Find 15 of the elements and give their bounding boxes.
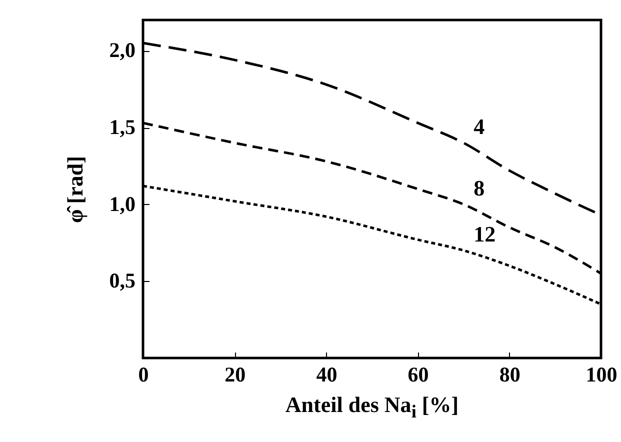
y-tick-label: 0,5 bbox=[109, 268, 136, 293]
x-tick-label: 60 bbox=[408, 362, 429, 386]
x-tick-label: 80 bbox=[499, 362, 520, 386]
y-axis-title: φ̂ [rad] bbox=[62, 156, 88, 223]
x-tick-label: 100 bbox=[586, 362, 618, 386]
x-tick-label: 20 bbox=[224, 362, 246, 386]
series-label: 12 bbox=[474, 221, 496, 246]
x-tick-label: 40 bbox=[316, 362, 338, 386]
series-label: 8 bbox=[474, 175, 485, 200]
y-tick-label: 1,0 bbox=[109, 192, 136, 216]
y-tick-label: 2,0 bbox=[109, 38, 136, 62]
y-tick-label: 1,5 bbox=[109, 115, 136, 140]
x-axis-title: Anteil des Na$_{i}$ [%] bbox=[284, 392, 460, 422]
x-tick-label: 0 bbox=[138, 362, 149, 386]
series-label: 4 bbox=[474, 114, 485, 139]
